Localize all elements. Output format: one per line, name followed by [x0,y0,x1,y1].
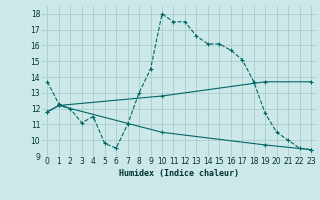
X-axis label: Humidex (Indice chaleur): Humidex (Indice chaleur) [119,169,239,178]
